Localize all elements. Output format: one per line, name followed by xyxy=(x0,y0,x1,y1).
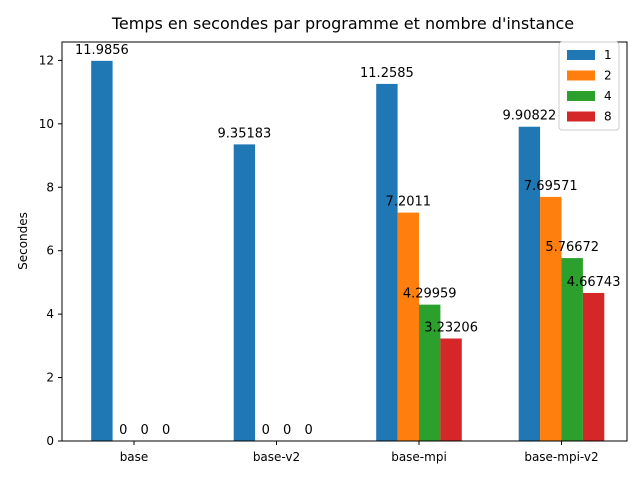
legend: 1 2 4 8 xyxy=(558,41,620,131)
x-tick-label: base-v2 xyxy=(253,450,300,464)
data-label-4-base: 0 xyxy=(141,423,149,438)
data-label-1-base-v2: 9.35183 xyxy=(218,126,272,141)
bar-2-base-mpi xyxy=(397,212,419,441)
bar-8-base-mpi xyxy=(440,338,462,441)
legend-swatch-1 xyxy=(567,50,595,60)
y-tick-label: 8 xyxy=(46,180,54,194)
axes-frame xyxy=(61,41,628,442)
y-tick-label: 10 xyxy=(39,117,54,131)
bar-4-base-mpi-v2 xyxy=(561,258,583,441)
data-label-8-base-mpi-v2: 4.66743 xyxy=(567,275,621,290)
legend-label-8: 8 xyxy=(604,110,612,124)
legend-swatch-2 xyxy=(567,70,595,81)
bar-1-base-v2 xyxy=(233,144,256,441)
data-label-1-base: 11.9856 xyxy=(75,43,129,58)
legend-box xyxy=(558,41,620,131)
data-label-1-base-mpi: 11.2585 xyxy=(360,66,414,81)
y-axis-label: Secondes xyxy=(16,212,30,270)
bar-8-base-mpi-v2 xyxy=(582,292,605,441)
data-label-2-base-mpi-v2: 7.69571 xyxy=(524,179,578,194)
y-tick-label: 6 xyxy=(46,244,54,258)
data-label-4-base-mpi: 4.29959 xyxy=(403,287,457,302)
data-label-1-base-mpi-v2: 9.90822 xyxy=(503,109,557,124)
data-label-8-base-v2: 0 xyxy=(304,423,312,438)
legend-swatch-8 xyxy=(567,111,595,122)
data-label-2-base-mpi: 7.2011 xyxy=(386,195,432,210)
data-label-4-base-v2: 0 xyxy=(283,423,291,438)
bar-2-base-mpi-v2 xyxy=(540,196,562,441)
legend-label-1: 1 xyxy=(604,48,612,62)
bar-1-base-mpi xyxy=(376,83,398,441)
y-tick-label: 2 xyxy=(46,371,54,385)
legend-swatch-4 xyxy=(567,91,595,101)
y-tick-label: 4 xyxy=(46,307,54,321)
x-tick-label: base xyxy=(120,450,149,464)
bar-4-base-mpi xyxy=(419,304,441,441)
data-label-8-base: 0 xyxy=(162,423,170,438)
legend-label-2: 2 xyxy=(604,69,612,83)
y-tick-label: 0 xyxy=(46,434,54,448)
data-label-8-base-mpi: 3.23206 xyxy=(424,320,478,335)
data-label-2-base: 0 xyxy=(119,423,127,438)
data-label-2-base-v2: 0 xyxy=(262,423,270,438)
x-tick-label: base-mpi xyxy=(391,450,447,464)
chart-title: Temps en secondes par programme et nombr… xyxy=(111,14,574,33)
bar-1-base-mpi-v2 xyxy=(518,126,541,442)
data-label-4-base-mpi-v2: 5.76672 xyxy=(545,240,599,255)
y-tick-label: 12 xyxy=(39,53,54,67)
x-tick-label: base-mpi-v2 xyxy=(524,450,598,464)
legend-label-4: 4 xyxy=(604,89,612,103)
bar-1-base xyxy=(91,60,113,441)
